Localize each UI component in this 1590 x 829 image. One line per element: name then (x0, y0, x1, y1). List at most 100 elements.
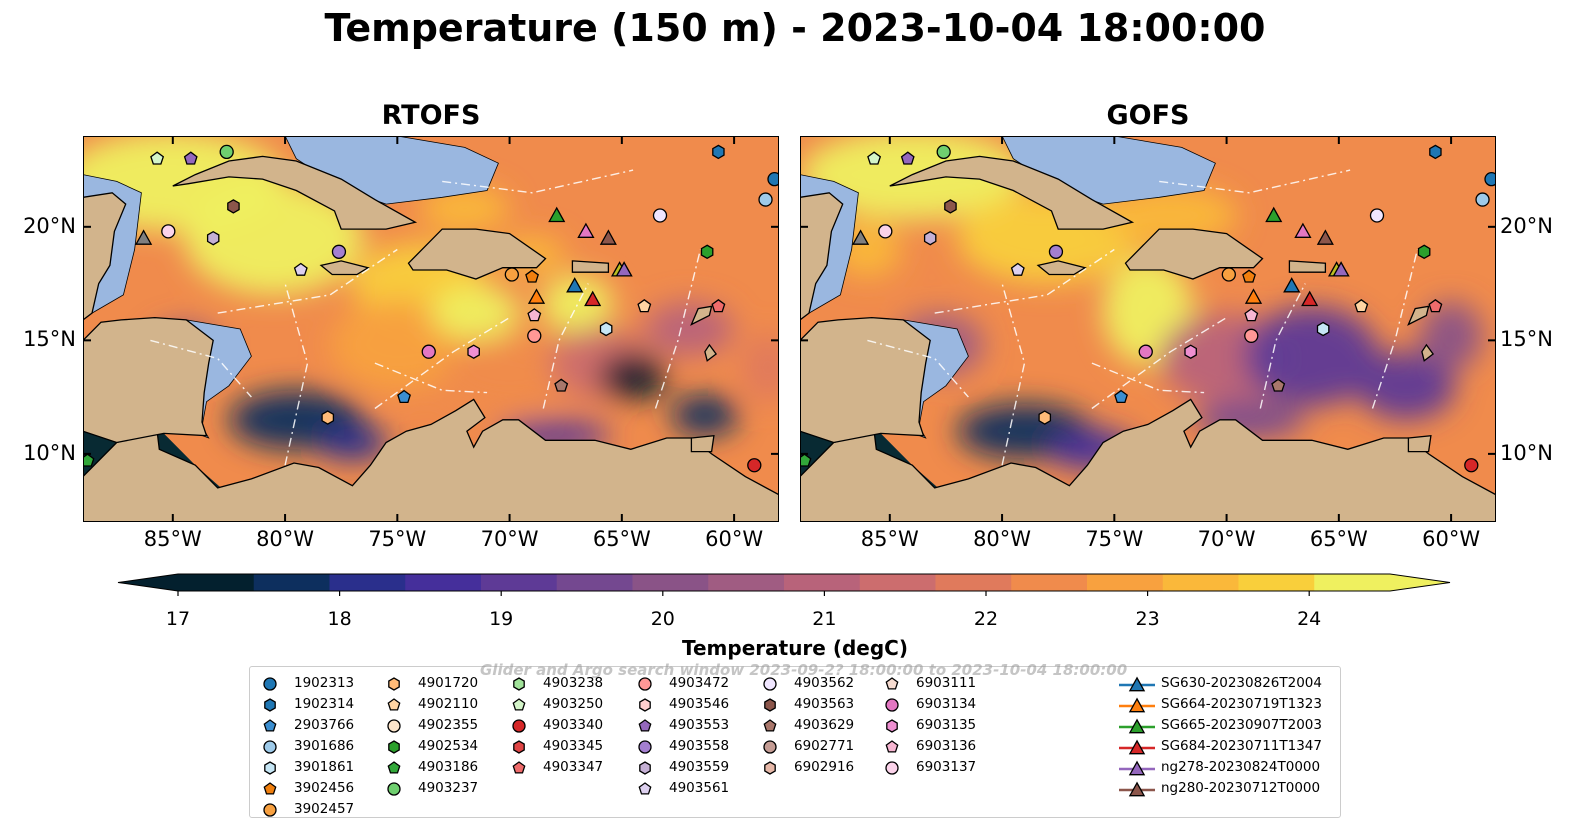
land-trinidad (690, 434, 715, 453)
marker-3902457 (1221, 267, 1236, 282)
marker-1902314 (1429, 144, 1442, 160)
marker-SG630-20230826T2004 (1283, 277, 1301, 293)
legend-marker (763, 719, 777, 732)
legend-label: 2903766 (294, 717, 355, 733)
legend-marker (764, 761, 776, 775)
marker-4902534 (700, 244, 714, 260)
marker-SG664-20230719T1323 (1244, 288, 1263, 304)
legend: Glider and Argo search window 2023-09-2?… (249, 661, 1341, 818)
colorbar-tick-label: 24 (1297, 608, 1322, 630)
colorbar-segment (1314, 574, 1391, 591)
marker-6903136 (1244, 308, 1259, 322)
land-smallisle2 (1421, 343, 1435, 362)
legend-marker (885, 740, 899, 753)
legend-marker (885, 677, 899, 690)
legend-marker (263, 677, 277, 691)
marker-ng289-20230712T0000 (577, 222, 595, 238)
temperature-field-patch (316, 424, 389, 461)
eez-boundary (1091, 317, 1227, 410)
legend-marker (264, 761, 276, 775)
marker-2903766 (1114, 389, 1128, 404)
legend-label: 4903629 (794, 717, 855, 733)
colorbar-segment (784, 574, 861, 591)
legend-label: SG665-20230907T2003 (1161, 717, 1322, 733)
legend-label: 4903546 (669, 696, 730, 712)
legend-label: 6902771 (794, 738, 855, 754)
eez-boundary (1001, 283, 1026, 466)
legend-triangle (1128, 718, 1146, 734)
legend-marker (264, 698, 276, 712)
land-trinidad (1407, 434, 1432, 453)
temperature-field-patch (329, 299, 465, 391)
legend-marker (512, 698, 526, 711)
colorbar-segment (632, 574, 709, 591)
legend-marker (388, 677, 400, 691)
legend-marker (263, 740, 277, 754)
marker-4903559 (923, 230, 937, 246)
legend-label: 4903553 (669, 717, 730, 733)
marker-4903563 (227, 199, 240, 214)
legend-marker (513, 740, 525, 754)
legend-symbol (387, 761, 401, 774)
figure-title: Temperature (150 m) - 2023-10-04 18:00:0… (324, 6, 1266, 50)
legend-symbol (638, 677, 652, 691)
map-panel-gofs[interactable] (800, 136, 1496, 522)
marker-4903553 (183, 151, 198, 165)
legend-symbol (638, 740, 652, 754)
legend-label: 4903562 (794, 675, 855, 691)
marker-ng278-20230824T0000 (1332, 261, 1350, 277)
marker-6903136 (527, 308, 542, 322)
marker-4903559 (206, 230, 220, 246)
marker-4902110 (637, 298, 652, 313)
legend-marker (263, 782, 277, 795)
marker-1902313 (767, 171, 779, 187)
legend-marker (1119, 760, 1155, 776)
legend-label: ng280-20230712T0000 (1161, 780, 1321, 796)
lon-tick-label: 80°W (973, 527, 1032, 551)
lat-tick-label-right: 10°N (1500, 440, 1553, 465)
temperature-field-patch (644, 301, 735, 357)
colorbar-segment (1238, 574, 1315, 591)
legend-label: 4903186 (418, 759, 479, 775)
legend-label: 4903472 (669, 675, 730, 691)
land-smallisle1 (690, 305, 713, 326)
legend-label: 4902355 (418, 717, 479, 733)
colorbar (117, 573, 1451, 596)
legend-label: ng278-20230824T0000 (1161, 759, 1321, 775)
legend-marker (263, 803, 277, 817)
marker-4903562 (1369, 208, 1385, 223)
temperature-field-patch (431, 285, 521, 341)
legend-symbol (388, 677, 400, 691)
legend-marker (763, 677, 777, 691)
marker-4903186 (800, 453, 812, 467)
marker-4903561 (293, 262, 308, 276)
legend-label: 6903135 (916, 717, 977, 733)
land-yucatan (83, 192, 127, 321)
legend-marker (1119, 676, 1155, 692)
lon-tick-label: 60°W (1422, 527, 1481, 551)
legend-marker (388, 740, 400, 754)
legend-symbol (885, 761, 899, 775)
colorbar-tick-label: 22 (973, 608, 999, 630)
colorbar-segment (935, 574, 1012, 591)
marker-4903340 (747, 458, 762, 473)
eez-boundary (1371, 249, 1419, 409)
legend-marker (638, 719, 652, 732)
land-hispaniola (1124, 228, 1264, 280)
legend-symbol (885, 677, 899, 690)
eez-boundary (654, 249, 702, 409)
marker-SG630-20230826T2004 (566, 277, 584, 293)
lat-tick-label-left: 10°N (23, 440, 76, 465)
legend-symbol (263, 677, 277, 691)
legend-symbol (764, 698, 776, 712)
legend-symbol (763, 677, 777, 691)
map-panel-rtofs[interactable] (83, 136, 779, 522)
marker-4901720 (321, 410, 335, 425)
marker-1902313 (1484, 171, 1496, 187)
marker-3901686 (1475, 192, 1490, 207)
legend-label: 3902457 (294, 801, 355, 817)
legend-label: 6903111 (916, 675, 977, 691)
legend-marker (639, 761, 651, 775)
land-jamaica (319, 260, 370, 276)
colorbar-tick-label: 17 (165, 608, 191, 630)
